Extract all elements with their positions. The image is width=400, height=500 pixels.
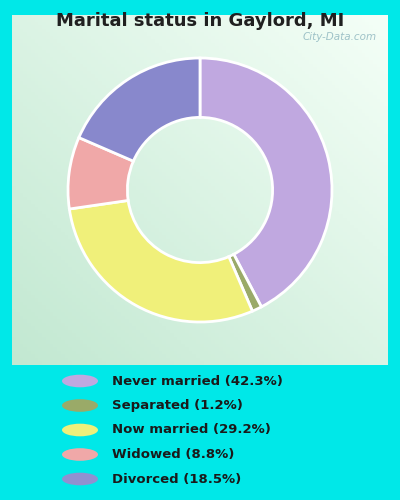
Circle shape xyxy=(62,448,98,461)
Text: Divorced (18.5%): Divorced (18.5%) xyxy=(112,472,241,486)
Circle shape xyxy=(62,472,98,486)
Wedge shape xyxy=(79,58,200,161)
Circle shape xyxy=(62,399,98,412)
Text: Never married (42.3%): Never married (42.3%) xyxy=(112,374,283,388)
Text: Marital status in Gaylord, MI: Marital status in Gaylord, MI xyxy=(56,12,344,30)
Text: Now married (29.2%): Now married (29.2%) xyxy=(112,424,271,436)
Text: Separated (1.2%): Separated (1.2%) xyxy=(112,399,243,412)
Wedge shape xyxy=(229,254,261,311)
Circle shape xyxy=(62,374,98,388)
Wedge shape xyxy=(68,138,133,209)
Text: City-Data.com: City-Data.com xyxy=(302,32,377,42)
Circle shape xyxy=(62,424,98,436)
Wedge shape xyxy=(200,58,332,307)
Wedge shape xyxy=(69,200,252,322)
Text: Widowed (8.8%): Widowed (8.8%) xyxy=(112,448,234,461)
